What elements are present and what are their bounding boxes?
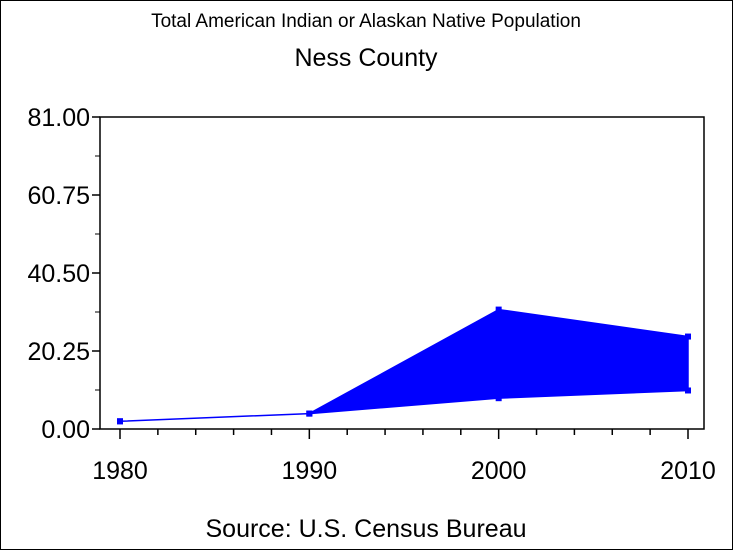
data-point-lower [495,395,502,402]
y-tick-label: 20.25 [27,338,90,366]
chart-title: Total American Indian or Alaskan Native … [151,11,581,32]
y-tick-label: 81.00 [27,104,90,132]
y-tick-label: 60.75 [27,182,90,210]
data-point-lower [306,410,313,417]
y-tick-label: 0.00 [41,416,90,444]
data-point-lower [117,418,123,425]
x-tick-label: 1980 [92,457,148,485]
data-point-lower [685,387,691,394]
x-tick-label: 2010 [660,457,716,485]
x-tick-label: 2000 [471,457,527,485]
y-tick-label: 40.50 [27,260,90,288]
range-band [119,308,689,423]
data-point-upper [495,306,502,313]
data-point-upper [685,333,691,340]
chart-subtitle: Ness County [294,44,438,72]
chart-footnote: Source: U.S. Census Bureau [206,515,527,543]
x-tick-label: 1990 [282,457,338,485]
